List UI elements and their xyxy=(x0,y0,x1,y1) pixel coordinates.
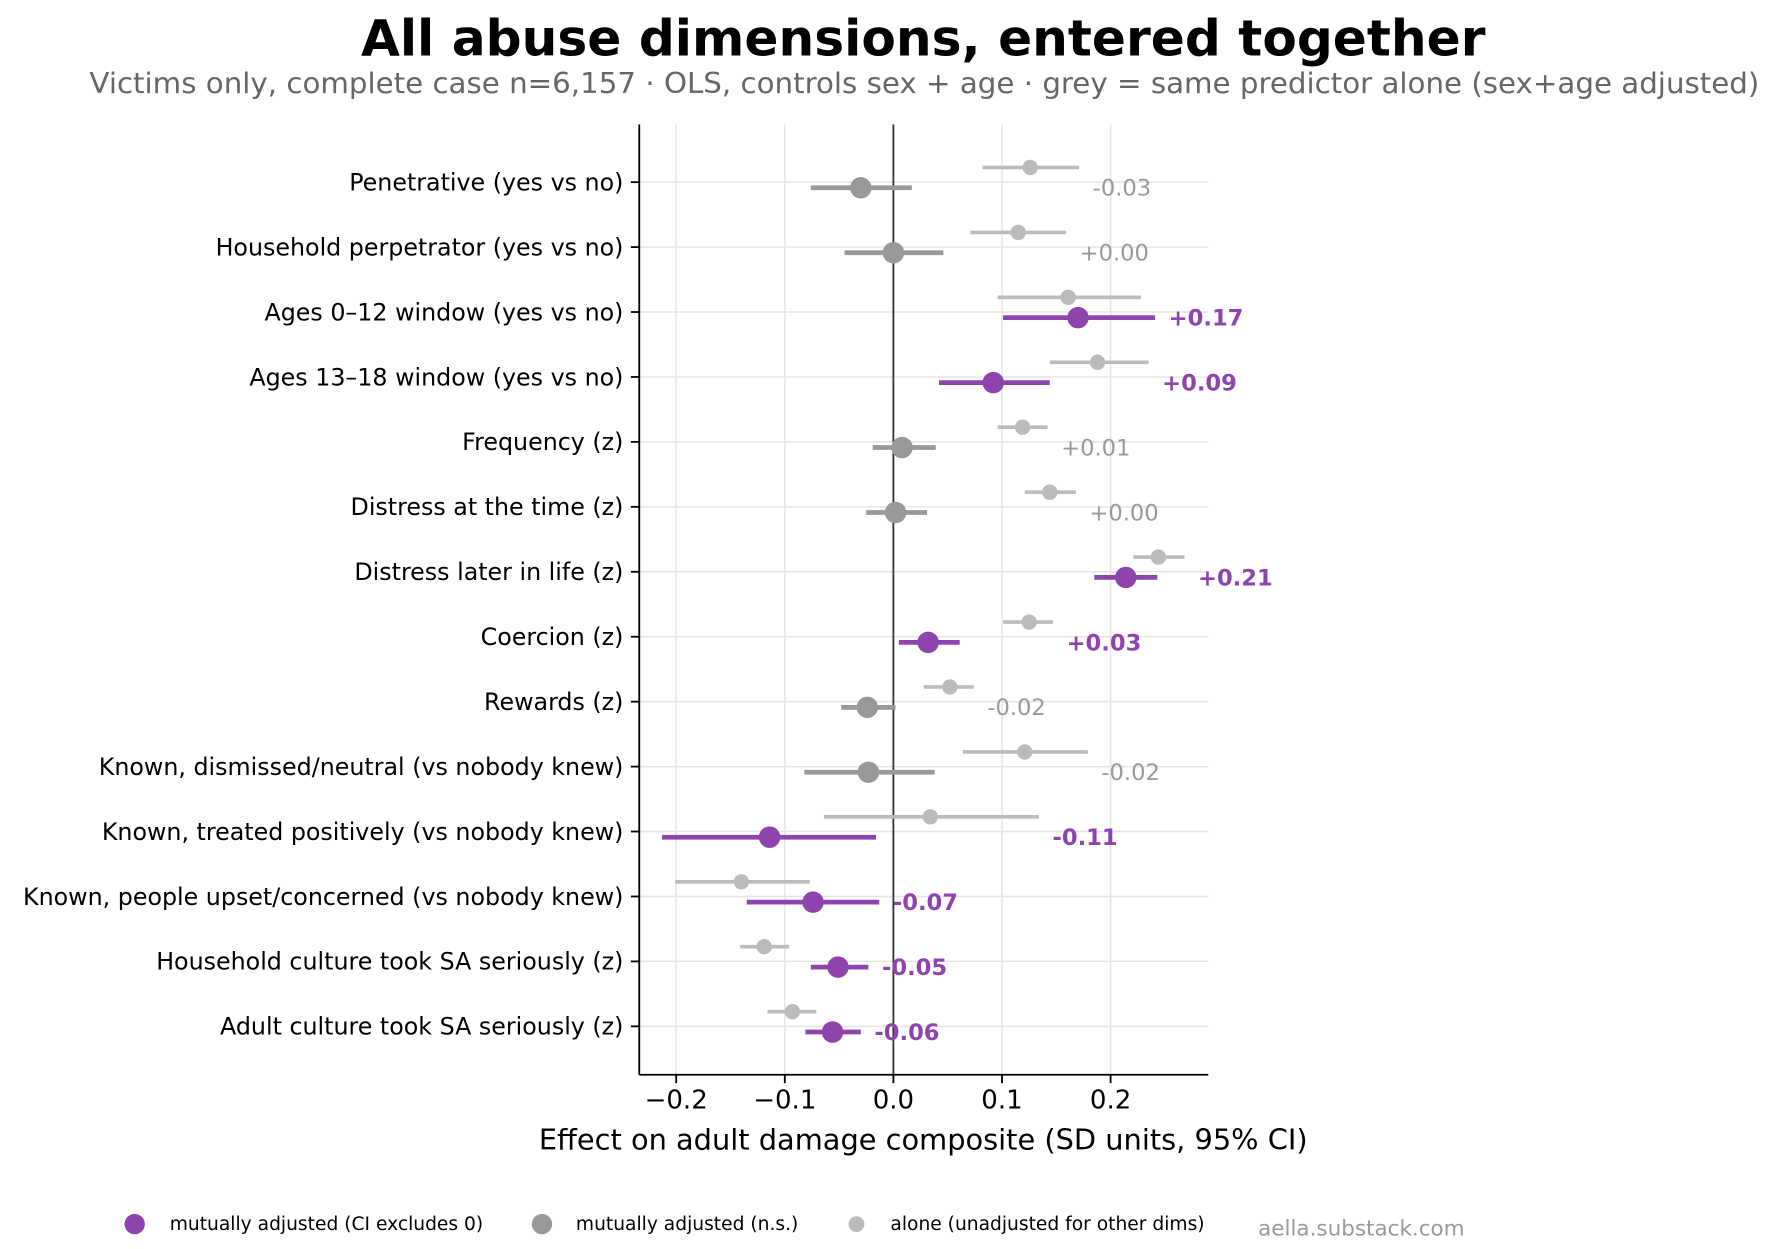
adjusted-point xyxy=(821,1021,844,1043)
x-tick-label: 0.1 xyxy=(981,1086,1022,1116)
adjusted-point xyxy=(856,696,879,719)
x-tick-label: −0.2 xyxy=(645,1086,708,1116)
adjusted-point xyxy=(802,891,824,913)
alone-point xyxy=(1017,744,1033,760)
alone-point xyxy=(1089,354,1106,370)
estimate-label: +0.09 xyxy=(1162,371,1237,397)
y-tick-label: Known, dismissed/neutral (vs nobody knew… xyxy=(99,753,624,781)
gridlines xyxy=(639,124,1209,1075)
y-tick-label: Ages 13–18 window (yes vs no) xyxy=(249,363,623,391)
alone-point xyxy=(733,874,750,890)
estimate-label: +0.03 xyxy=(1067,630,1142,656)
axes: Penetrative (yes vs no) Household perpetr… xyxy=(23,124,1209,1116)
estimate-label: +0.17 xyxy=(1169,306,1244,332)
alone-estimates xyxy=(675,159,1185,1020)
adjusted-point xyxy=(891,436,913,459)
estimate-label: -0.05 xyxy=(882,955,947,981)
legend: mutually adjusted (CI excludes 0) mutual… xyxy=(124,1213,1205,1235)
x-tick-label: 0.0 xyxy=(873,1086,914,1116)
x-axis-label: Effect on adult damage composite (SD uni… xyxy=(539,1122,1308,1156)
estimate-label: -0.06 xyxy=(874,1020,939,1046)
estimate-label: +0.21 xyxy=(1198,565,1273,591)
x-tick-label: 0.2 xyxy=(1090,1086,1131,1116)
adjusted-point xyxy=(882,241,905,264)
adjusted-point xyxy=(1115,566,1137,589)
legend-label-adjusted-significant: mutually adjusted (CI excludes 0) xyxy=(170,1214,483,1235)
alone-point xyxy=(756,939,772,955)
estimate-label: -0.03 xyxy=(1093,176,1152,202)
y-tick-label: Adult culture took SA seriously (z) xyxy=(220,1013,623,1041)
adjusted-point xyxy=(827,956,849,978)
estimate-label: -0.11 xyxy=(1052,825,1117,851)
legend-marker-adjusted-ns xyxy=(531,1213,553,1235)
estimate-label: -0.07 xyxy=(893,890,958,916)
legend-item-adjusted-ns: mutually adjusted (n.s.) xyxy=(531,1213,798,1235)
alone-point xyxy=(1010,224,1026,241)
alone-point xyxy=(1042,484,1058,500)
alone-point xyxy=(1014,419,1031,435)
estimate-label: +0.00 xyxy=(1080,241,1149,267)
legend-marker-adjusted-significant xyxy=(124,1213,145,1235)
y-tick-label: Penetrative (yes vs no) xyxy=(349,168,623,196)
adjusted-point xyxy=(982,371,1005,394)
estimate-label: -0.02 xyxy=(987,695,1046,721)
adjusted-point xyxy=(884,501,907,524)
chart-title: All abuse dimensions, entered together xyxy=(361,9,1486,67)
estimate-label: +0.00 xyxy=(1089,500,1158,526)
y-tick-label: Distress later in life (z) xyxy=(354,558,623,586)
adjusted-point xyxy=(917,631,939,654)
legend-label-alone: alone (unadjusted for other dims) xyxy=(890,1214,1204,1235)
estimate-label: -0.02 xyxy=(1101,760,1160,786)
y-tick-label: Ages 0–12 window (yes vs no) xyxy=(264,298,623,326)
alone-point xyxy=(1150,549,1167,565)
legend-marker-alone xyxy=(848,1216,865,1233)
adjusted-point xyxy=(1067,306,1089,329)
chart-subtitle: Victims only, complete case n=6,157 · OL… xyxy=(89,66,1759,100)
estimate-label: +0.01 xyxy=(1061,435,1130,461)
watermark: aella.substack.com xyxy=(1258,1216,1465,1241)
y-tick-label: Known, people upset/concerned (vs nobody… xyxy=(23,883,623,911)
alone-point xyxy=(1021,614,1037,630)
y-tick-label: Distress at the time (z) xyxy=(351,493,624,521)
adjusted-point xyxy=(850,177,872,199)
y-tick-label: Household culture took SA seriously (z) xyxy=(156,948,623,976)
y-tick-label: Household perpetrator (yes vs no) xyxy=(216,233,624,261)
y-tick-label: Coercion (z) xyxy=(481,623,624,651)
legend-item-adjusted-significant: mutually adjusted (CI excludes 0) xyxy=(124,1213,483,1235)
alone-point xyxy=(784,1003,801,1020)
legend-label-adjusted-ns: mutually adjusted (n.s.) xyxy=(576,1214,798,1235)
alone-point xyxy=(1060,289,1076,306)
alone-point xyxy=(942,679,958,695)
adjusted-estimates xyxy=(662,177,1158,1043)
adjusted-point xyxy=(758,826,781,848)
alone-point xyxy=(1022,159,1038,176)
y-tick-label: Known, treated positively (vs nobody kne… xyxy=(102,818,624,846)
y-tick-label: Rewards (z) xyxy=(484,688,623,716)
alone-point xyxy=(922,809,939,825)
y-tick-label: Frequency (z) xyxy=(462,428,623,456)
estimate-labels: -0.03 +0.00 +0.17 +0.09 +0.01 +0.00 +0.21 +0.03… xyxy=(874,176,1272,1046)
x-tick-label: −0.1 xyxy=(753,1086,816,1116)
adjusted-point xyxy=(857,761,880,784)
legend-item-alone: alone (unadjusted for other dims) xyxy=(848,1214,1205,1235)
